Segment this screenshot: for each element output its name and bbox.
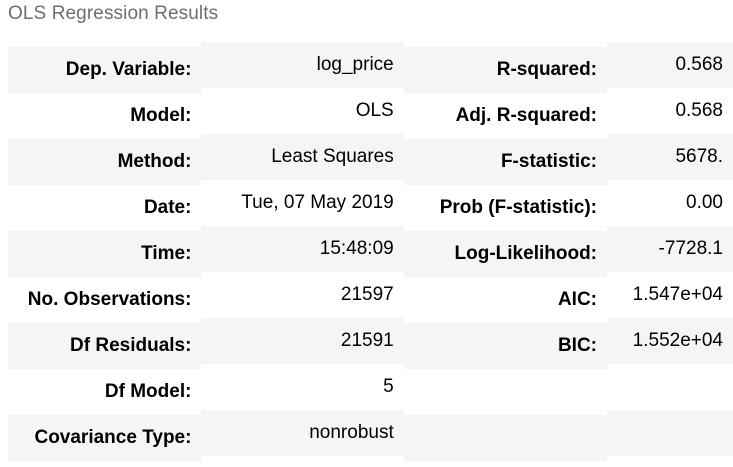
table-row: Dep. Variable: log_price R-squared: 0.56… [8, 45, 733, 91]
row-label: Date: [143, 197, 192, 218]
row-label: Prob (F-statistic): [439, 197, 598, 218]
row-value [607, 364, 733, 410]
row-label: R-squared: [496, 59, 598, 80]
row-label [404, 369, 607, 415]
row-label: F-statistic: [500, 151, 598, 172]
row-label: Adj. R-squared: [455, 105, 598, 126]
table-row: Time: 15:48:09 Log-Likelihood: -7728.1 [8, 229, 733, 275]
row-value: 0.568 [675, 100, 723, 121]
row-value: 5 [383, 376, 394, 397]
row-label: Covariance Type: [34, 427, 192, 448]
table-row: Method: Least Squares F-statistic: 5678. [8, 137, 733, 183]
table-row: Covariance Type: nonrobust [8, 413, 733, 459]
row-value: Least Squares [271, 146, 394, 167]
row-label: No. Observations: [27, 289, 192, 310]
row-value: 21597 [340, 284, 394, 305]
row-value: 1.552e+04 [632, 330, 723, 351]
table-caption: OLS Regression Results [8, 3, 219, 24]
row-label: Dep. Variable: [65, 59, 192, 80]
row-value: 15:48:09 [319, 238, 394, 259]
row-value: Tue, 07 May 2019 [241, 192, 394, 213]
ols-summary-table: Dep. Variable: log_price R-squared: 0.56… [8, 45, 733, 459]
row-label: Model: [130, 105, 192, 126]
table-row: Model: OLS Adj. R-squared: 0.568 [8, 91, 733, 137]
row-label: Method: [117, 151, 192, 172]
row-value: nonrobust [309, 422, 394, 443]
row-label: Df Residuals: [70, 335, 192, 356]
row-value: -7728.1 [658, 238, 723, 259]
table-row: Df Model: 5 [8, 367, 733, 413]
row-value: log_price [316, 54, 394, 75]
row-value: 0.568 [675, 54, 723, 75]
row-value: 21591 [340, 330, 394, 351]
table-row: Df Residuals: 21591 BIC: 1.552e+04 [8, 321, 733, 367]
row-label: BIC: [557, 335, 598, 356]
row-label [404, 415, 607, 461]
row-label: AIC: [557, 289, 598, 310]
row-value [607, 410, 733, 456]
table-row: Date: Tue, 07 May 2019 Prob (F-statistic… [8, 183, 733, 229]
row-label: Df Model: [104, 381, 192, 402]
row-value: OLS [355, 100, 394, 121]
row-label: Log-Likelihood: [454, 243, 598, 264]
row-label: Time: [141, 243, 192, 264]
row-value: 0.00 [686, 192, 723, 213]
table-row: No. Observations: 21597 AIC: 1.547e+04 [8, 275, 733, 321]
row-value: 1.547e+04 [632, 284, 723, 305]
row-value: 5678. [675, 146, 723, 167]
